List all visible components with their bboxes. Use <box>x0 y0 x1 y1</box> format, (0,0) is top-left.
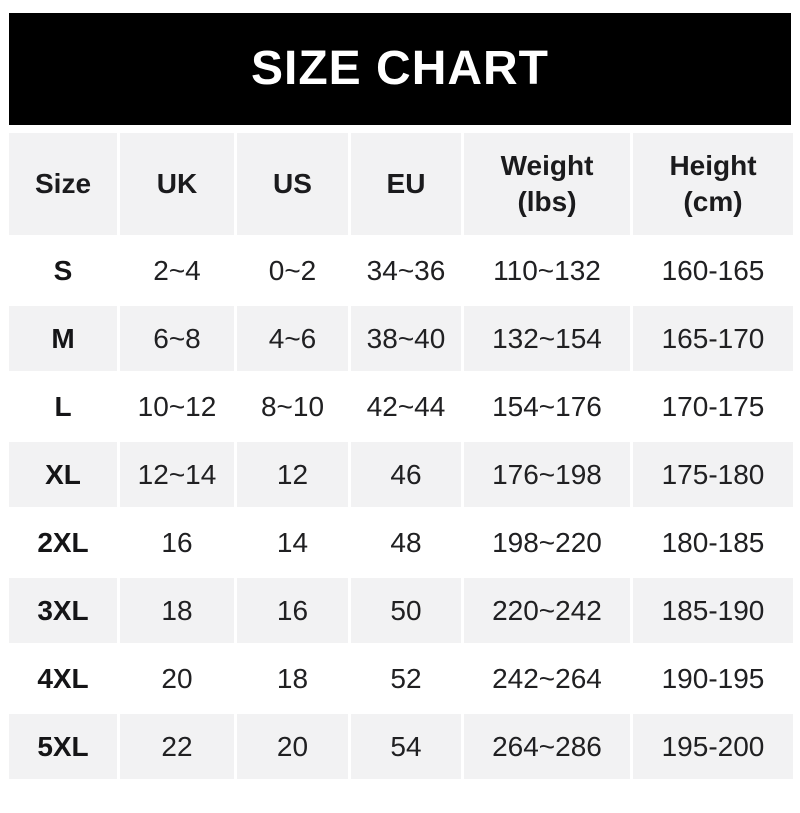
table-cell: 18 <box>237 646 348 711</box>
table-cell: 38~40 <box>351 306 461 371</box>
table-cell: 110~132 <box>464 238 630 303</box>
table-cell: 185-190 <box>633 578 793 643</box>
table-cell: 50 <box>351 578 461 643</box>
table-cell: 48 <box>351 510 461 575</box>
table-cell: 220~242 <box>464 578 630 643</box>
size-chart-page: { "banner": { "title": "SIZE CHART", "bg… <box>0 13 800 813</box>
table-cell: 264~286 <box>464 714 630 779</box>
table-cell: 54 <box>351 714 461 779</box>
table-cell: 180-185 <box>633 510 793 575</box>
row-label-xl: XL <box>9 442 117 507</box>
row-label-s: S <box>9 238 117 303</box>
table-cell: 12 <box>237 442 348 507</box>
table-cell: 16 <box>120 510 234 575</box>
table-cell: 6~8 <box>120 306 234 371</box>
table-cell: 14 <box>237 510 348 575</box>
table-cell: 176~198 <box>464 442 630 507</box>
table-cell: 0~2 <box>237 238 348 303</box>
table-cell: 20 <box>120 646 234 711</box>
table-cell: 2~4 <box>120 238 234 303</box>
table-cell: 42~44 <box>351 374 461 439</box>
table-cell: 20 <box>237 714 348 779</box>
row-label-l: L <box>9 374 117 439</box>
table-cell: 18 <box>120 578 234 643</box>
table-cell: 16 <box>237 578 348 643</box>
table-cell: 165-170 <box>633 306 793 371</box>
table-cell: 46 <box>351 442 461 507</box>
column-header-uk: UK <box>120 133 234 235</box>
table-cell: 198~220 <box>464 510 630 575</box>
table-cell: 4~6 <box>237 306 348 371</box>
table-cell: 170-175 <box>633 374 793 439</box>
table-cell: 22 <box>120 714 234 779</box>
row-label-4xl: 4XL <box>9 646 117 711</box>
table-cell: 34~36 <box>351 238 461 303</box>
table-cell: 160-165 <box>633 238 793 303</box>
column-header-us: US <box>237 133 348 235</box>
table-cell: 132~154 <box>464 306 630 371</box>
row-label-2xl: 2XL <box>9 510 117 575</box>
table-cell: 154~176 <box>464 374 630 439</box>
table-cell: 190-195 <box>633 646 793 711</box>
column-header-eu: EU <box>351 133 461 235</box>
row-label-5xl: 5XL <box>9 714 117 779</box>
table-cell: 8~10 <box>237 374 348 439</box>
table-cell: 242~264 <box>464 646 630 711</box>
table-cell: 175-180 <box>633 442 793 507</box>
column-header-size: Size <box>9 133 117 235</box>
row-label-m: M <box>9 306 117 371</box>
column-header-height: Height (cm) <box>633 133 793 235</box>
title-banner: SIZE CHART <box>9 13 791 125</box>
row-label-3xl: 3XL <box>9 578 117 643</box>
table-cell: 195-200 <box>633 714 793 779</box>
size-table: Size UK US EU Weight (lbs) Height (cm) S 2~4 0~2… <box>9 133 793 779</box>
page-title: SIZE CHART <box>251 42 549 95</box>
column-header-weight: Weight (lbs) <box>464 133 630 235</box>
table-cell: 10~12 <box>120 374 234 439</box>
table-cell: 52 <box>351 646 461 711</box>
table-cell: 12~14 <box>120 442 234 507</box>
